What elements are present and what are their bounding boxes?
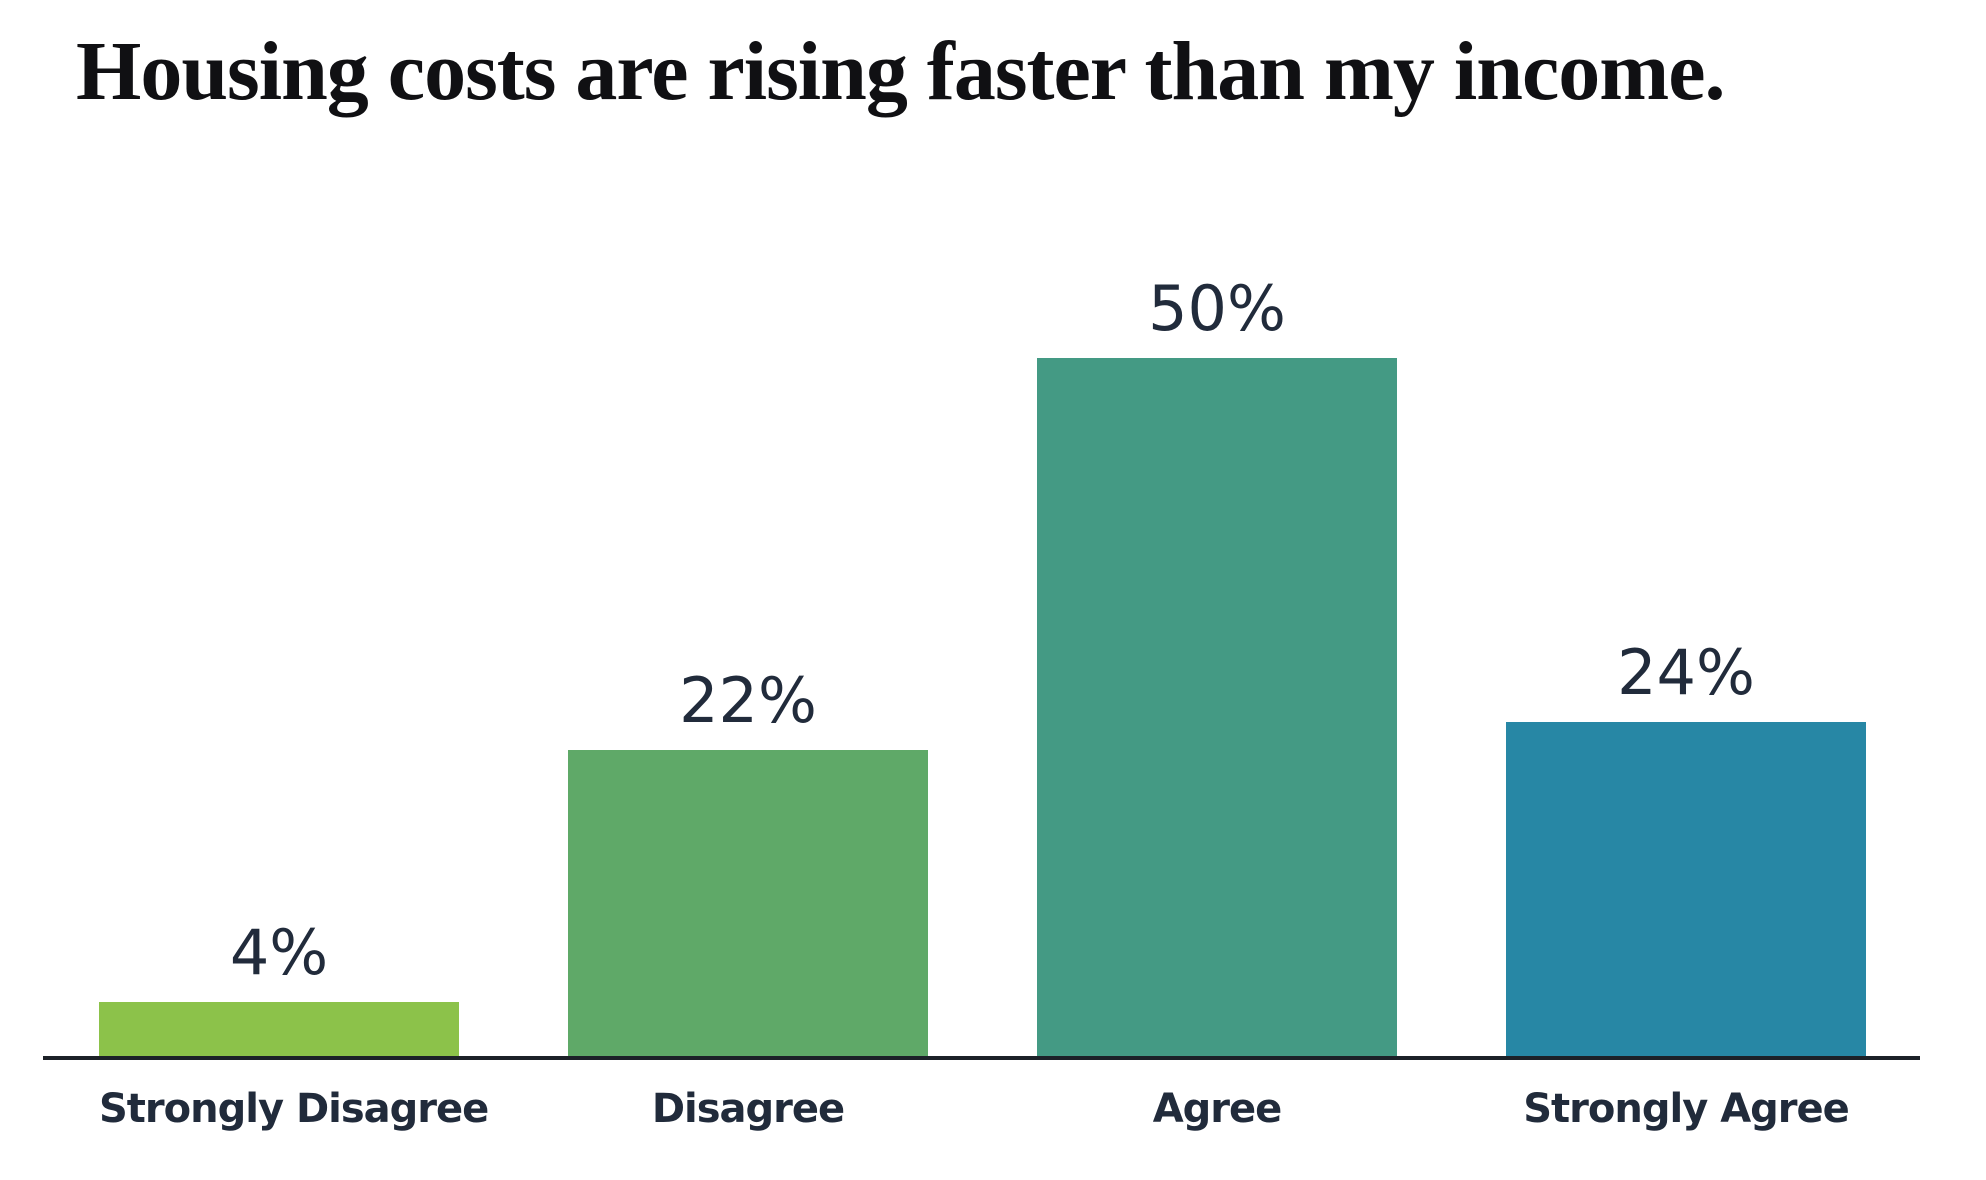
bar-value-label: 24% (1617, 636, 1755, 709)
bar-strongly-disagree (99, 1002, 459, 1058)
bar-value-label: 50% (1148, 272, 1286, 345)
x-axis-line (43, 1056, 1920, 1060)
x-axis-tick-label-agree: Agree (1152, 1086, 1283, 1132)
x-axis-tick-label-disagree: Disagree (651, 1086, 845, 1132)
x-axis-tick-label-strongly-agree: Strongly Agree (1523, 1086, 1850, 1132)
chart-title: Housing costs are rising faster than my … (76, 25, 1726, 118)
bar-group-strongly-agree: 24% (1506, 642, 1866, 1058)
bar-value-label: 22% (679, 664, 817, 737)
bar-agree (1037, 358, 1397, 1058)
bar-disagree (568, 750, 928, 1058)
bar-group-agree: 50% (1037, 278, 1397, 1058)
bar-group-strongly-disagree: 4% (99, 922, 459, 1058)
x-axis-tick-label-strongly-disagree: Strongly Disagree (99, 1086, 489, 1132)
bar-value-label: 4% (229, 916, 329, 989)
bar-group-disagree: 22% (568, 670, 928, 1058)
bar-strongly-agree (1506, 722, 1866, 1058)
